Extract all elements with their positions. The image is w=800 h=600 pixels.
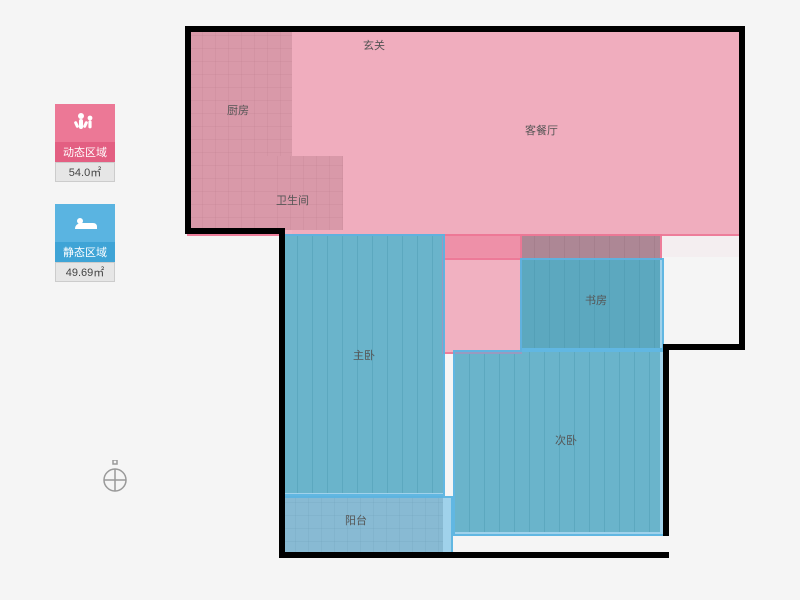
room-label-厨房: 厨房	[227, 102, 249, 118]
canvas: 动态区域 54.0㎡ 静态区域 49.69㎡ 厨房 玄关客餐厅卫生间主卧 书房次卧阳…	[0, 0, 800, 600]
people-icon	[55, 104, 115, 142]
wall	[279, 552, 669, 558]
legend-dynamic-label: 动态区域	[55, 142, 115, 162]
room-label-玄关: 玄关	[363, 37, 385, 53]
legend-dynamic-value: 54.0㎡	[55, 162, 115, 182]
legend-static-label: 静态区域	[55, 242, 115, 262]
legend-static-value: 49.69㎡	[55, 262, 115, 282]
room-label-主卧: 主卧	[353, 347, 375, 363]
legend-dynamic: 动态区域 54.0㎡	[55, 104, 115, 182]
overlay-dynamic	[187, 28, 743, 236]
room-label-书房: 书房	[585, 292, 607, 308]
wall	[663, 344, 669, 536]
overlay-static	[281, 496, 453, 556]
wall	[185, 228, 285, 234]
sleep-icon	[55, 204, 115, 242]
legend-static: 静态区域 49.69㎡	[55, 204, 115, 282]
room-label-卫生间: 卫生间	[276, 192, 309, 208]
overlay-static	[281, 234, 445, 496]
wall	[663, 344, 745, 350]
wall	[279, 228, 285, 558]
room-label-次卧: 次卧	[555, 432, 577, 448]
floor-plan: 厨房 玄关客餐厅卫生间主卧 书房次卧阳台	[185, 12, 760, 577]
wall	[185, 26, 191, 234]
wall	[739, 26, 745, 350]
room-label-客餐厅: 客餐厅	[525, 122, 558, 138]
wall	[185, 26, 745, 32]
room-label-阳台: 阳台	[345, 512, 367, 528]
overlay-dynamic	[442, 234, 662, 260]
compass-icon	[100, 460, 130, 499]
